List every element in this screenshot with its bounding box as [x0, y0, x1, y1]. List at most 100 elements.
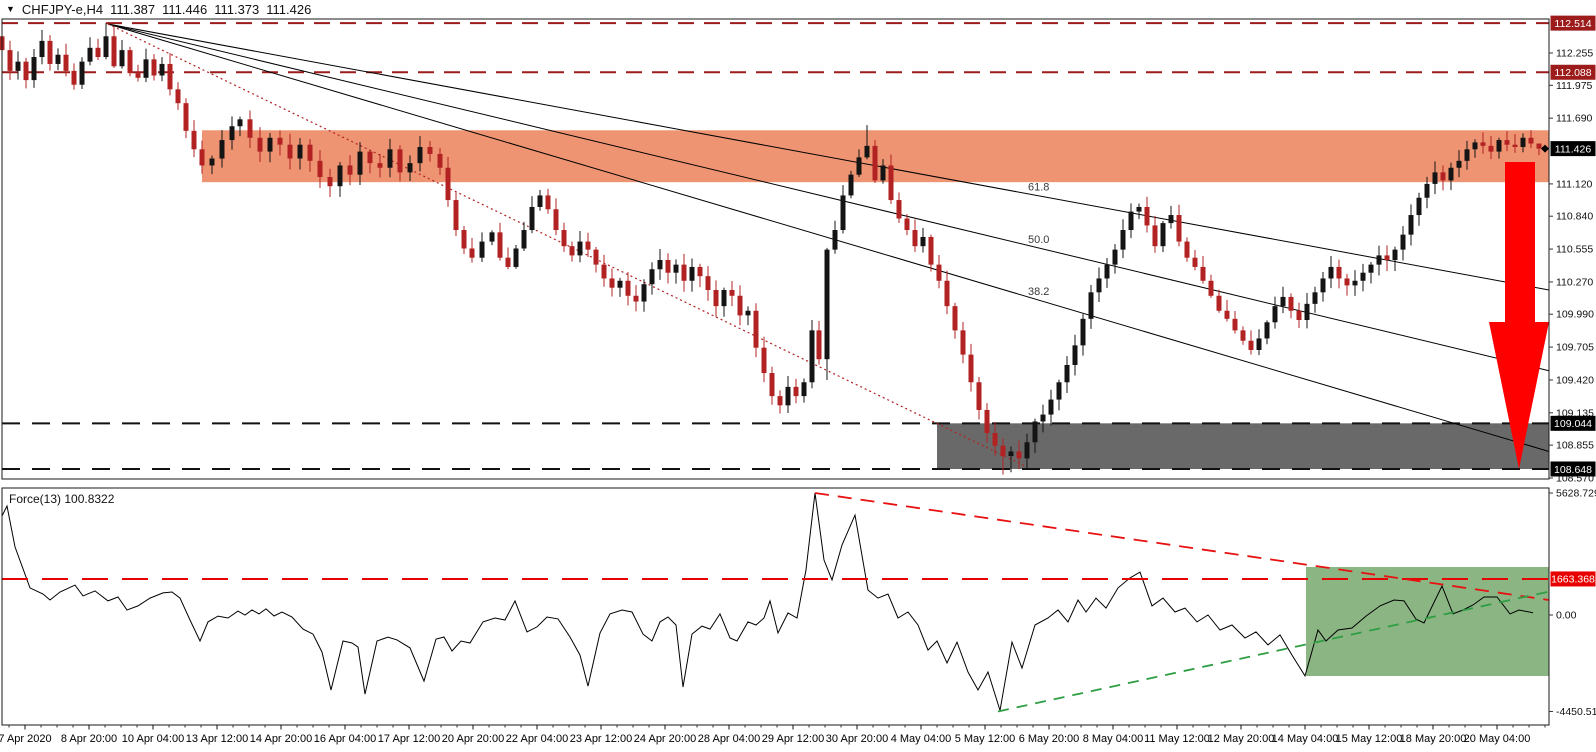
candle	[199, 149, 205, 166]
candle	[407, 163, 413, 173]
candle	[317, 160, 323, 177]
candle	[1160, 223, 1166, 247]
time-axis-label: 10 Apr 04:00	[122, 733, 184, 745]
candle	[229, 126, 235, 141]
candle	[461, 230, 467, 249]
candle	[1408, 215, 1414, 235]
candle	[257, 137, 263, 152]
price-panel-border	[1, 18, 1550, 480]
time-axis-label: 14 May 04:00	[1272, 733, 1339, 745]
time-axis-label: 22 Apr 04:00	[506, 733, 568, 745]
candle	[1072, 345, 1078, 365]
candle	[307, 144, 313, 161]
candle	[689, 266, 695, 281]
candle	[1200, 266, 1206, 281]
time-axis-label: 16 Apr 04:00	[314, 733, 376, 745]
candle	[159, 63, 165, 76]
candle	[63, 54, 69, 71]
candle	[1488, 145, 1494, 152]
candle	[1144, 206, 1150, 226]
axis-label: 111.690	[1556, 113, 1593, 125]
candle	[657, 260, 663, 270]
axis-label: 109.705	[1556, 342, 1594, 354]
axis-label: 0.00	[1556, 610, 1577, 622]
candle	[673, 264, 679, 273]
candle	[219, 140, 225, 159]
candle	[1104, 264, 1110, 279]
candle	[864, 145, 870, 158]
current-price-pointer	[1541, 144, 1549, 153]
symbol-dropdown-icon[interactable]: ▼	[6, 4, 15, 14]
axis-label: -4450.515	[1556, 706, 1596, 718]
candle	[896, 200, 902, 219]
candle	[1056, 382, 1062, 400]
candle	[697, 266, 703, 277]
axis-label: 111.120	[1556, 178, 1593, 190]
candle	[809, 330, 815, 383]
candle	[367, 151, 373, 164]
candle	[469, 248, 475, 258]
candle	[1520, 137, 1526, 147]
candle	[920, 236, 926, 247]
ohlc-open-value: 111.387	[110, 2, 156, 17]
time-axis-label: 4 May 04:00	[891, 733, 952, 745]
price-badge-text: 1663.368	[1551, 574, 1595, 586]
axis-label: 108.855	[1556, 440, 1594, 452]
candle	[417, 146, 423, 164]
indicator-label: Force(13) 100.8322	[9, 492, 115, 506]
candle	[593, 249, 599, 265]
candle	[1528, 137, 1534, 144]
candle	[561, 230, 567, 247]
candle	[649, 269, 655, 285]
candle	[848, 174, 854, 196]
candle	[1080, 318, 1086, 346]
candle	[87, 47, 93, 62]
candle	[1464, 149, 1470, 161]
candle	[453, 200, 459, 231]
indicator-red-trendline	[814, 492, 1550, 601]
candle	[785, 386, 791, 406]
time-axis-label: 12 May 20:00	[1208, 733, 1275, 745]
candle	[337, 165, 343, 187]
candle	[1320, 278, 1326, 293]
fib-fan-label: 50.0	[1028, 234, 1049, 246]
candle	[1304, 303, 1310, 320]
time-axis-label: 17 Apr 12:00	[378, 733, 440, 745]
price-badge	[1550, 64, 1596, 80]
candle	[705, 276, 711, 291]
candle	[505, 257, 511, 267]
axis-label: 5628.7297	[1556, 488, 1596, 500]
candle	[347, 165, 353, 175]
candle	[601, 264, 607, 279]
candle	[681, 264, 687, 281]
candle	[1216, 295, 1222, 311]
candle	[1384, 255, 1390, 261]
candle	[47, 40, 53, 64]
price-badge-text: 111.426	[1555, 143, 1592, 155]
time-axis-label: 11 May 12:00	[1144, 733, 1210, 745]
candle	[1480, 142, 1486, 146]
candle	[1440, 172, 1446, 181]
candle	[1336, 266, 1342, 279]
candle	[1224, 310, 1230, 319]
candle	[103, 36, 109, 58]
candle	[167, 63, 173, 90]
candle	[832, 230, 838, 250]
candle	[1112, 249, 1118, 265]
time-axis-label: 8 Apr 20:00	[61, 733, 117, 745]
candle	[191, 130, 197, 150]
candle	[856, 157, 862, 175]
candle	[1240, 330, 1246, 341]
candle	[71, 70, 77, 85]
candle	[55, 54, 61, 64]
candle	[1128, 211, 1134, 231]
candle	[327, 176, 333, 187]
fib-fan-line	[107, 23, 1550, 452]
candle	[1032, 421, 1038, 443]
candle	[888, 165, 894, 201]
candle	[297, 144, 303, 159]
price-badge	[1550, 141, 1596, 157]
candle	[753, 310, 759, 348]
candle	[7, 50, 13, 71]
time-axis-label: 20 Apr 20:00	[442, 733, 504, 745]
